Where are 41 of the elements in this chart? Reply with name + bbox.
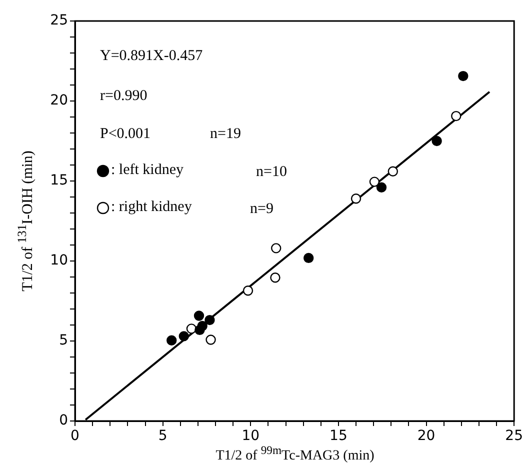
point — [204, 314, 215, 326]
point — [194, 324, 205, 336]
y-tick-label: 10 — [50, 252, 68, 269]
y-tick-label: 0 — [59, 412, 68, 429]
y-tick-label: 25 — [50, 12, 68, 29]
point — [369, 176, 380, 187]
legend-entry: : left kidney — [96, 162, 184, 179]
legend-label: : right kidney — [111, 199, 192, 216]
annotation: P<0.001 — [100, 126, 151, 143]
point — [270, 272, 280, 283]
point — [304, 252, 314, 264]
x-tick-label: 25 — [505, 428, 524, 444]
legend-label: : left kidney — [111, 162, 184, 179]
x-tick-label: 10 — [242, 428, 260, 444]
point — [178, 331, 189, 342]
annotation: n=10 — [256, 164, 287, 181]
point — [186, 324, 197, 334]
x-axis-title: T1/2 of $^{99m}$Tc-MAG3 (min) — [214, 443, 376, 464]
y-tick-label: 15 — [50, 172, 68, 189]
point — [432, 136, 442, 146]
point — [206, 334, 216, 345]
annotation: n=19 — [210, 126, 241, 143]
point — [166, 335, 177, 346]
point — [451, 110, 462, 122]
point — [271, 243, 282, 254]
point — [350, 194, 362, 204]
annotation: r=0.990 — [100, 88, 148, 105]
point — [458, 70, 468, 82]
point — [388, 166, 398, 176]
x-tick-label: 5 — [158, 428, 168, 444]
y-tick-label: 20 — [50, 92, 68, 109]
legend-entry: : right kidney — [96, 199, 192, 216]
point — [376, 182, 387, 192]
x-tick-label: 20 — [417, 428, 436, 444]
x-tick-label: 15 — [330, 428, 348, 444]
annotation: Y=0.891X-0.457 — [100, 48, 203, 65]
x-tick-label: 0 — [70, 428, 80, 444]
point — [194, 310, 204, 321]
y-tick-label: 5 — [59, 332, 68, 349]
point — [242, 286, 254, 296]
annotation: n=9 — [250, 201, 274, 218]
